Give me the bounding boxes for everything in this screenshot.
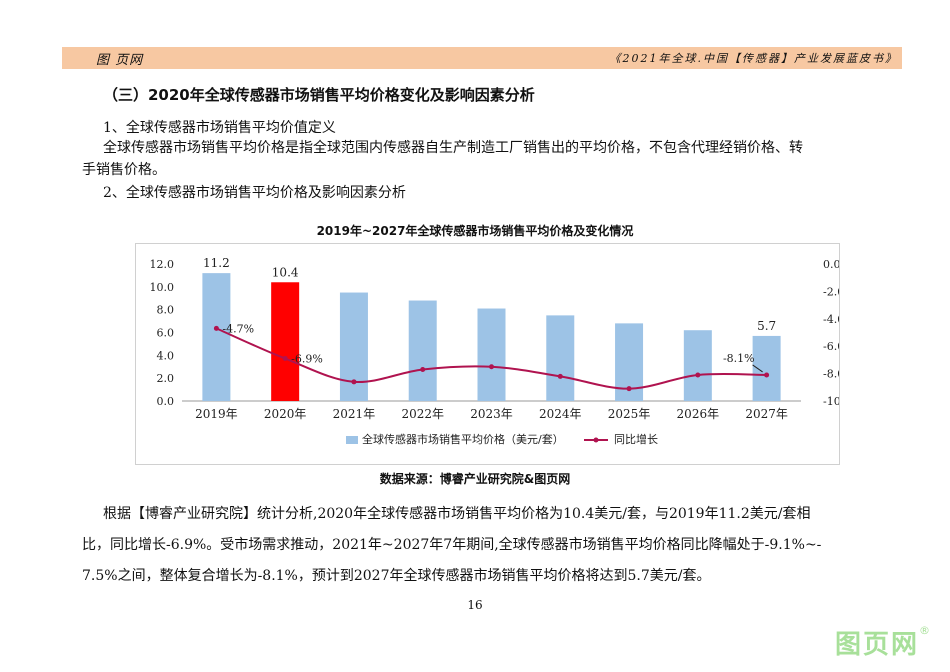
line-label-leader <box>752 364 763 373</box>
bar <box>271 282 300 401</box>
y-right-tick-label: -4.0% <box>823 313 839 326</box>
legend-line-marker <box>593 437 599 443</box>
growth-point <box>764 372 770 378</box>
x-tick-label: 2024年 <box>539 407 582 421</box>
subheading-2: 2、全球传感器市场销售平均价格及影响因素分析 <box>103 185 406 201</box>
price-chart: 0.0 2.0 4.0 6.0 8.0 10.0 12.0 -10.0% -8.0% -6.0% -… <box>150 256 840 446</box>
growth-point <box>557 373 563 379</box>
bar <box>477 308 506 401</box>
x-tick-label: 2026年 <box>677 407 720 421</box>
growth-point <box>626 386 632 392</box>
watermark-logo: 图页网® <box>835 624 932 661</box>
y-left-tick-label: 2.0 <box>157 372 175 385</box>
bar <box>546 315 575 401</box>
x-tick-label: 2020年 <box>264 407 307 421</box>
header-right: 《2021年全球.中国【传感器】产业发展蓝皮书》 <box>609 52 898 65</box>
growth-point <box>489 364 494 370</box>
growth-point <box>420 366 426 372</box>
logo-text: 图页网 <box>834 630 919 660</box>
header-left: 图 页网 <box>96 53 144 68</box>
bar <box>408 300 437 401</box>
growth-point <box>351 379 357 385</box>
x-tick-label: 2023年 <box>470 407 513 421</box>
chart-container: 0.0 2.0 4.0 6.0 8.0 10.0 12.0 -10.0% -8.0% -6.0% -… <box>135 243 840 465</box>
y-left-tick-label: 10.0 <box>150 281 175 294</box>
header-band <box>62 47 902 69</box>
page-number: 16 <box>467 598 483 612</box>
y-left-tick-label: 12.0 <box>150 258 175 271</box>
bar <box>683 330 712 401</box>
y-right-tick-label: -2.0% <box>823 285 839 298</box>
x-tick-label: 2021年 <box>333 407 376 421</box>
paragraph-1-line-2: 手销售价格。 <box>82 162 166 178</box>
chart-title: 2019年~2027年全球传感器市场销售平均价格及变化情况 <box>316 224 634 238</box>
line-value-label: -8.1% <box>723 352 755 365</box>
legend-bar-swatch <box>346 436 358 444</box>
paragraph-2-line-1: 根据【博睿产业研究院】统计分析,2020年全球传感器市场销售平均价格为10.4美… <box>103 506 811 522</box>
y-right-tick-label: -8.0% <box>823 368 839 381</box>
y-left-tick-label: 6.0 <box>157 327 175 340</box>
growth-point <box>695 372 701 378</box>
section-heading: （三）2020年全球传感器市场销售平均价格变化及影响因素分析 <box>103 86 535 104</box>
line-value-label: -6.9% <box>291 353 323 366</box>
bar-value-label: 10.4 <box>272 265 299 279</box>
y-right-tick-label: -6.0% <box>823 340 839 353</box>
line-value-label: -4.7% <box>222 322 254 335</box>
bar <box>202 273 231 401</box>
y-left-tick-label: 8.0 <box>157 304 175 317</box>
bar-value-label: 5.7 <box>757 319 776 333</box>
paragraph-2-line-2: 比，同比增长-6.9%。受市场需求推动，2021年~2027年7年期间,全球传感… <box>82 537 822 553</box>
legend-line-label: 同比增长 <box>614 432 658 446</box>
x-tick-label: 2022年 <box>401 407 444 421</box>
y-right-tick-label: 0.0% <box>823 258 839 271</box>
growth-point <box>282 356 288 362</box>
data-source: 数据来源：博睿产业研究院&图页网 <box>379 472 571 486</box>
y-left-tick-label: 0.0 <box>157 395 175 408</box>
x-tick-label: 2019年 <box>195 407 238 421</box>
x-tick-label: 2027年 <box>745 407 788 421</box>
x-tick-label: 2025年 <box>608 407 651 421</box>
y-left-tick-label: 4.0 <box>157 349 175 362</box>
paragraph-2-line-3: 7.5%之间，整体复合增长为-8.1%，预计到2027年全球传感器市场销售平均价… <box>82 568 711 584</box>
bar <box>339 292 368 401</box>
logo-registered-mark: ® <box>919 624 932 637</box>
bar-value-label: 11.2 <box>203 256 230 270</box>
paragraph-1-line-1: 全球传感器市场销售平均价格是指全球范围内传感器自生产制造工厂销售出的平均价格，不… <box>103 140 803 156</box>
legend-bar-label: 全球传感器市场销售平均价格（美元/套） <box>362 432 564 446</box>
subheading-1: 1、全球传感器市场销售平均价值定义 <box>103 120 336 136</box>
y-right-tick-label: -10.0% <box>823 395 839 408</box>
growth-point <box>213 325 219 331</box>
